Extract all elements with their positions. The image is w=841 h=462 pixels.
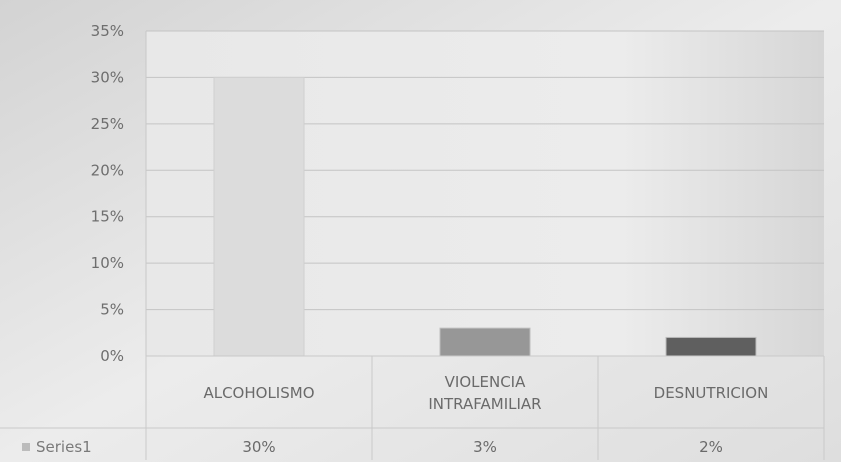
category-label: ALCOHOLISMO <box>203 384 314 402</box>
bar <box>665 336 757 357</box>
data-table-value: 3% <box>473 438 497 456</box>
data-table-value: 30% <box>242 438 275 456</box>
bar <box>213 76 305 357</box>
y-tick-label: 5% <box>100 301 124 319</box>
y-tick-label: 20% <box>91 161 124 179</box>
y-tick-label: 0% <box>100 347 124 365</box>
category-label: VIOLENCIA INTRAFAMILIAR <box>428 373 541 413</box>
y-tick-label: 35% <box>91 22 124 40</box>
y-tick-label: 25% <box>91 115 124 133</box>
legend-key <box>22 443 30 451</box>
y-tick-label: 15% <box>91 208 124 226</box>
data-table-value: 2% <box>699 438 723 456</box>
legend-series-name: Series1 <box>36 438 92 456</box>
category-label: DESNUTRICION <box>654 384 769 402</box>
bar <box>439 327 531 357</box>
y-tick-label: 30% <box>91 68 124 86</box>
y-tick-label: 10% <box>91 254 124 272</box>
